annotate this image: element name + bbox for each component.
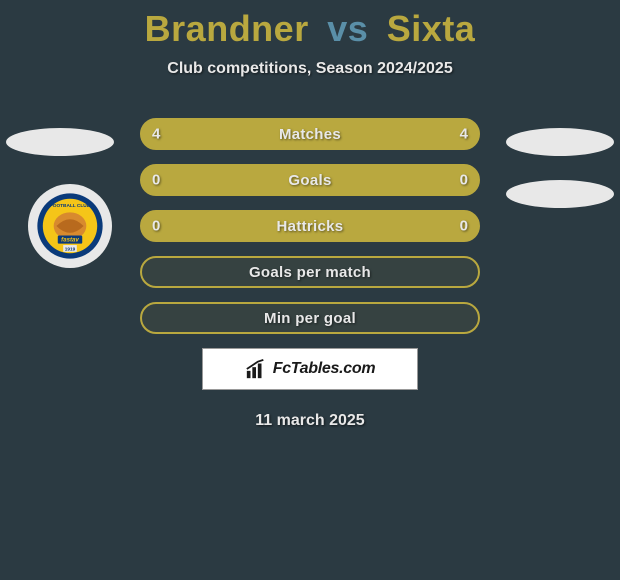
page-title: Brandner vs Sixta bbox=[0, 0, 620, 50]
stat-label: Goals bbox=[288, 172, 331, 189]
bar-chart-icon bbox=[245, 358, 267, 380]
player1-name: Brandner bbox=[145, 8, 309, 49]
stat-label: Matches bbox=[279, 126, 341, 143]
player1-club-badge: FOOTBALL CLUB fastav 1919 bbox=[28, 184, 112, 268]
club-name-text: fastav bbox=[61, 237, 79, 244]
stat-label: Hattricks bbox=[277, 218, 344, 235]
stat-label: Min per goal bbox=[264, 310, 356, 327]
player2-club-placeholder-1 bbox=[506, 128, 614, 156]
comparison-content: FOOTBALL CLUB fastav 1919 4 Matches 4 0 … bbox=[0, 118, 620, 430]
date-line: 11 march 2025 bbox=[0, 412, 620, 430]
stat-value-left: 0 bbox=[152, 218, 160, 235]
stat-label: Goals per match bbox=[249, 264, 371, 281]
stat-row-hattricks: 0 Hattricks 0 bbox=[140, 210, 480, 242]
player2-name: Sixta bbox=[387, 8, 476, 49]
brand-box[interactable]: FcTables.com bbox=[202, 348, 418, 390]
brand-text: FcTables.com bbox=[273, 360, 376, 378]
stat-value-left: 0 bbox=[152, 172, 160, 189]
player1-club-placeholder-1 bbox=[6, 128, 114, 156]
stat-row-min-per-goal: Min per goal bbox=[140, 302, 480, 334]
svg-text:FOOTBALL CLUB: FOOTBALL CLUB bbox=[50, 203, 91, 209]
stat-row-matches: 4 Matches 4 bbox=[140, 118, 480, 150]
stat-value-left: 4 bbox=[152, 126, 160, 143]
club-logo-icon: FOOTBALL CLUB fastav 1919 bbox=[36, 192, 104, 260]
stat-row-goals: 0 Goals 0 bbox=[140, 164, 480, 196]
player2-club-placeholder-2 bbox=[506, 180, 614, 208]
club-year-text: 1919 bbox=[65, 246, 76, 252]
stat-value-right: 4 bbox=[460, 126, 468, 143]
stat-value-right: 0 bbox=[460, 218, 468, 235]
stat-value-right: 0 bbox=[460, 172, 468, 189]
stat-row-goals-per-match: Goals per match bbox=[140, 256, 480, 288]
stat-rows: 4 Matches 4 0 Goals 0 0 Hattricks 0 Goal… bbox=[140, 118, 480, 334]
vs-text: vs bbox=[327, 8, 368, 49]
subtitle: Club competitions, Season 2024/2025 bbox=[0, 60, 620, 78]
